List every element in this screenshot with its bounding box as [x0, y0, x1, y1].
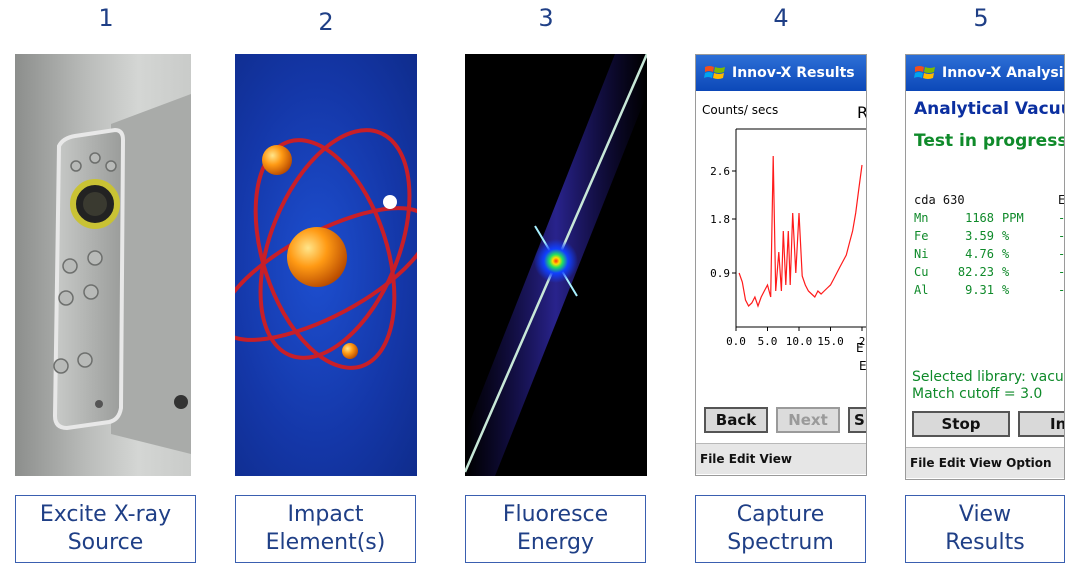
second-button[interactable]: In [1018, 411, 1064, 437]
element-value: 82.23 [957, 265, 994, 279]
element-value: 4.76 [965, 247, 994, 261]
x-tick-label: 15.0 [817, 335, 844, 348]
element-unit: PPM [1002, 211, 1024, 225]
x-tick-label: 10.0 [786, 335, 813, 348]
spectrum-chart: 2.6 1.8 0.9 0.0 5.0 10.0 15.0 2 [710, 128, 866, 348]
analyzer-device-illustration [52, 94, 191, 454]
ejected-electron-icon [383, 195, 397, 209]
selected-library: Selected library: vacu [912, 369, 1064, 385]
electron-icon [262, 145, 292, 175]
step-number-4: 4 [773, 4, 789, 32]
windows-flag-icon [914, 66, 935, 79]
caption-line-2: Energy [516, 530, 594, 555]
nucleus-icon [287, 227, 347, 287]
results-menubar[interactable]: File Edit View Option [906, 447, 1064, 478]
spectrum-menubar[interactable]: File Edit View [696, 443, 866, 474]
step-number-5: 5 [973, 4, 989, 32]
y-tick-label: 2.6 [710, 165, 730, 178]
caption-step-2: Impact Element(s) [235, 495, 416, 563]
row-tail: - [1058, 283, 1065, 297]
caption-line-1: Excite X-ray [39, 502, 172, 527]
element-unit: % [1002, 229, 1010, 243]
results-titlebar: Innov-X Analysis [906, 55, 1064, 91]
xray-source-image [15, 54, 191, 476]
element-value: 3.59 [965, 229, 994, 243]
result-row: Ni 4.76% - [914, 247, 1064, 265]
x-tick-label: 2 [859, 335, 866, 348]
spectrum-series-line [738, 155, 863, 308]
windows-flag-icon [704, 66, 725, 79]
step-number-2: 2 [318, 8, 334, 36]
third-button[interactable]: S [848, 407, 866, 433]
element-value: 1168 [965, 211, 994, 225]
row-tail: - [1058, 211, 1065, 225]
fluorescence-image [465, 54, 647, 476]
match-cutoff: Match cutoff = 3.0 [912, 386, 1043, 402]
caption-line-2: Element(s) [265, 530, 386, 555]
back-button[interactable]: Back [704, 407, 768, 433]
caption-line-1: Impact [287, 502, 364, 527]
caption-step-4: Capture Spectrum [695, 495, 866, 563]
caption-line-2: Source [67, 530, 144, 555]
caption-line-2: Spectrum [727, 530, 834, 555]
caption-line-2: Results [945, 530, 1025, 555]
spectrum-screen: Innov-X Results Counts/ secs R 2.6 1.8 0.9… [695, 54, 867, 476]
caption-line-1: Fluoresce [502, 502, 609, 527]
element-unit: % [1002, 265, 1010, 279]
side-marker: E [859, 359, 867, 373]
emission-point-icon [534, 239, 578, 283]
caption-step-3: Fluoresce Energy [465, 495, 646, 563]
row-tail: - [1058, 229, 1065, 243]
element-symbol: Mn [914, 211, 929, 225]
element-unit: % [1002, 283, 1010, 297]
stop-button[interactable]: Stop [912, 411, 1010, 437]
element-symbol: Cu [914, 265, 929, 279]
caption-line-1: Capture [736, 502, 825, 527]
spectrum-title: Innov-X Results [732, 65, 855, 81]
caption-line-1: View [958, 502, 1012, 527]
next-button[interactable]: Next [776, 407, 840, 433]
fluorescence-illustration [465, 54, 647, 476]
sample-column-2: E [1058, 193, 1065, 207]
result-row: Cu 82.23% - [914, 265, 1064, 283]
atom-model-image [235, 54, 417, 476]
x-unit-fragment: E [856, 341, 864, 355]
sample-name: cda 630 [914, 193, 965, 207]
analysis-heading: Analytical Vacuum [914, 99, 1064, 119]
element-unit: % [1002, 247, 1010, 261]
y-tick-label: 1.8 [710, 213, 730, 226]
result-row: Fe 3.59% - [914, 229, 1064, 247]
electron-icon [342, 343, 358, 359]
test-status: Test in progress. [914, 131, 1065, 151]
element-symbol: Al [914, 283, 929, 297]
result-row: Al 9.31% - [914, 283, 1064, 301]
row-tail: - [1058, 247, 1065, 261]
caption-step-5: View Results [905, 495, 1065, 563]
result-list: Mn 1168 PPM - Fe 3.59% - Ni 4.76% - Cu 82.23% - Al 9.3… [914, 211, 1064, 301]
atom-illustration [235, 128, 417, 370]
row-tail: - [1058, 265, 1065, 279]
step-number-1: 1 [98, 4, 114, 32]
x-tick-label: 5.0 [758, 335, 778, 348]
results-screen: Innov-X Analysis Analytical Vacuum Test … [905, 54, 1065, 480]
step-number-3: 3 [538, 4, 554, 32]
result-row: Mn 1168 PPM - [914, 211, 1064, 229]
element-value: 9.31 [965, 283, 994, 297]
corner-label: R [857, 103, 866, 122]
caption-step-1: Excite X-ray Source [15, 495, 196, 563]
y-axis-label: Counts/ secs [702, 103, 779, 117]
spectrum-titlebar: Innov-X Results [696, 55, 866, 91]
y-tick-label: 0.9 [710, 267, 730, 280]
element-symbol: Ni [914, 247, 929, 261]
x-tick-label: 0.0 [726, 335, 746, 348]
results-title: Innov-X Analysis [942, 65, 1064, 81]
element-symbol: Fe [914, 229, 929, 243]
